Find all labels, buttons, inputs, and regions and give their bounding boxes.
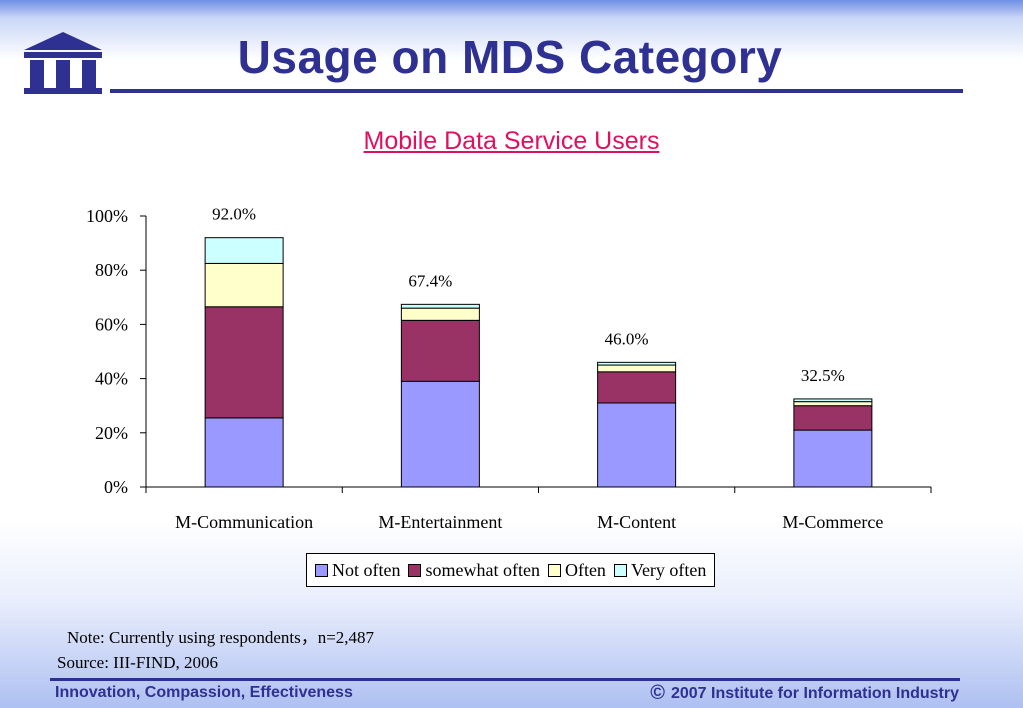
x-tick-label: M-Communication bbox=[175, 512, 313, 532]
data-label: 92.0% bbox=[212, 205, 256, 224]
legend-item: Often bbox=[547, 559, 606, 581]
bar-segment bbox=[793, 401, 873, 407]
footer-divider bbox=[50, 678, 960, 681]
copyright-text: 2007 Institute for Information Industry bbox=[670, 684, 959, 702]
iii-logo bbox=[24, 32, 102, 94]
bar-segment bbox=[793, 405, 873, 431]
bar-segment bbox=[204, 237, 284, 264]
legend-label: Very often bbox=[630, 559, 707, 580]
bar-segment bbox=[400, 380, 480, 488]
y-tick-label: 0% bbox=[104, 477, 128, 497]
legend-item: Very often bbox=[613, 559, 707, 581]
legend-swatch bbox=[315, 563, 328, 577]
bar-segment bbox=[597, 361, 677, 366]
chart-legend: Not often somewhat often Often Very ofte… bbox=[306, 553, 716, 587]
bar-segment bbox=[793, 398, 873, 403]
source-text: Source: III-FIND, 2006 bbox=[57, 653, 218, 672]
legend-item: somewhat often bbox=[408, 559, 540, 581]
y-tick-label: 20% bbox=[95, 423, 128, 443]
bar-segment bbox=[597, 371, 677, 404]
x-tick-label: M-Entertainment bbox=[378, 512, 502, 532]
y-tick-label: 60% bbox=[95, 314, 128, 334]
bar-segment bbox=[400, 303, 480, 309]
legend-label: Often bbox=[564, 559, 606, 580]
bar-segment bbox=[793, 429, 873, 488]
chart-title: Mobile Data Service Users bbox=[363, 127, 660, 155]
bar-segment bbox=[400, 319, 480, 382]
x-tick-label: M-Content bbox=[597, 512, 676, 532]
legend-label: somewhat often bbox=[425, 559, 540, 580]
y-tick-label: 40% bbox=[95, 369, 128, 389]
footer-copyright: © 2007 Institute for Information Industr… bbox=[650, 682, 959, 705]
x-tick-label: M-Commerce bbox=[782, 512, 883, 532]
data-label: 67.4% bbox=[408, 271, 452, 290]
bar-segment bbox=[597, 402, 677, 488]
bar-segment bbox=[204, 262, 284, 308]
bar-segment bbox=[204, 417, 284, 488]
legend-swatch bbox=[613, 563, 627, 577]
data-label: 32.5% bbox=[801, 366, 845, 385]
note-text: Note: Currently using respondents，n=2,48… bbox=[67, 628, 375, 647]
legend-swatch bbox=[547, 563, 561, 577]
bar-segment bbox=[204, 306, 284, 419]
bar-segment bbox=[597, 364, 677, 373]
copyright-icon: © bbox=[650, 682, 665, 704]
data-label: 46.0% bbox=[605, 329, 649, 348]
bar-segment bbox=[400, 307, 480, 321]
y-tick-label: 80% bbox=[95, 260, 128, 280]
page-title: Usage on MDS Category bbox=[237, 31, 783, 83]
legend-label: Not often bbox=[332, 559, 401, 580]
footer-tagline: Innovation, Compassion, Effectiveness bbox=[55, 684, 353, 701]
title-divider bbox=[110, 89, 963, 93]
legend-swatch bbox=[408, 563, 422, 577]
legend-item: Not often bbox=[315, 560, 400, 581]
y-tick-label: 100% bbox=[86, 206, 128, 226]
